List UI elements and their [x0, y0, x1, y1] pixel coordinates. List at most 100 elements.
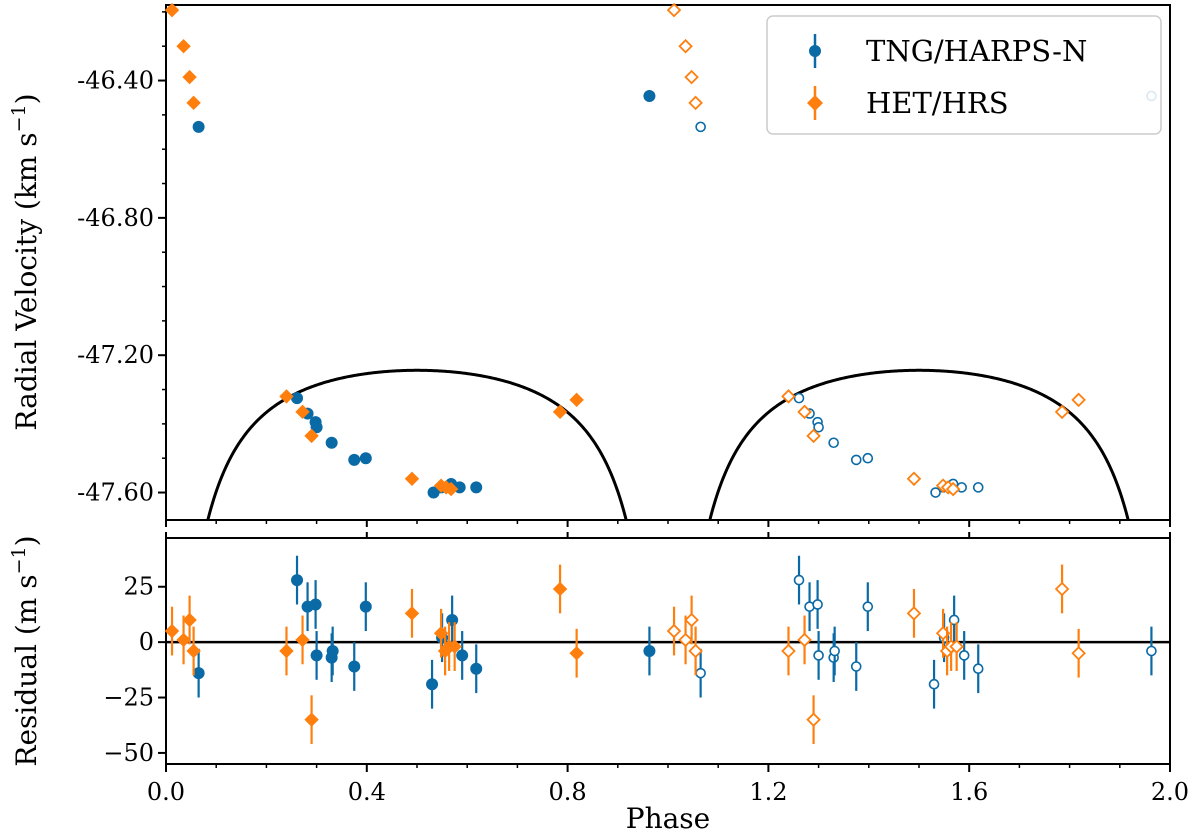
residual-point-het-repeat: [906, 606, 922, 621]
legend-label-het: HET/HRS: [866, 86, 1009, 120]
residual-point-tng: [470, 662, 483, 675]
rv-y-tick-label: -47.60: [77, 479, 154, 507]
x-tick-label: 2.0: [1151, 778, 1189, 806]
residual-point-tng: [310, 649, 323, 662]
x-tick-label: 1.6: [950, 778, 988, 806]
rv-point-tng-repeat: [793, 392, 805, 404]
residual-point-tng-repeat: [813, 650, 824, 661]
rv-point-het: [164, 2, 180, 18]
rv-model-curve: [206, 368, 1130, 520]
rv-axis-ticks: -46.40 -46.80 -47.20 -47.60: [77, 11, 1171, 527]
rv-point-het: [176, 38, 191, 54]
residual-y-tick-label: −25: [103, 684, 154, 712]
rv-point-het: [279, 389, 294, 404]
residual-y-tick-label: 25: [123, 573, 154, 601]
residual-point-het: [176, 632, 191, 648]
residual-point-het: [304, 712, 319, 727]
rv-point-het: [552, 404, 568, 420]
residual-point-tng: [309, 598, 322, 611]
rv-point-het: [182, 69, 197, 85]
residual-point-tng-repeat: [850, 661, 862, 672]
rv-point-tng: [310, 421, 323, 434]
x-tick-label: 0.0: [147, 778, 185, 806]
residual-point-het-repeat: [688, 643, 703, 659]
rv-point-het: [404, 471, 420, 487]
legend-label-tng: TNG/HARPS-N: [866, 34, 1087, 68]
rv-point-het-repeat: [945, 481, 961, 497]
rv-y-axis-label: Radial Velocity (km s−1): [8, 93, 43, 430]
residual-point-tng: [348, 660, 361, 673]
residual-point-het: [552, 581, 568, 597]
residual-point-tng: [426, 678, 439, 691]
residual-point-het: [182, 612, 197, 628]
rv-point-het-repeat: [688, 95, 703, 111]
residual-point-het-repeat: [797, 632, 812, 648]
residual-point-het: [569, 646, 584, 661]
residual-y-axis-label: Residual (m s−1): [8, 535, 43, 766]
residual-point-tng: [291, 574, 304, 587]
rv-point-het: [569, 392, 584, 408]
rv-point-tng: [291, 392, 304, 405]
rv-y-tick-label: -46.40: [77, 67, 154, 95]
residual-panel: 25 0 −25 −50 0.0 0.4 0.8 1.2 1.6 2.0 Residual (m …: [8, 532, 1189, 834]
rv-panel: -46.40 -46.80 -47.20 -47.60 Radial Velocity…: [8, 2, 1171, 527]
rv-point-het-repeat: [906, 471, 922, 487]
residual-point-het-repeat: [678, 632, 693, 648]
residual-point-het: [295, 632, 310, 648]
residual-point-het: [447, 639, 462, 654]
rv-data-points: [164, 2, 1157, 499]
residual-point-tng-repeat: [793, 574, 805, 586]
rv-point-tng-repeat: [813, 421, 824, 433]
residual-point-het-repeat: [1071, 645, 1086, 661]
x-tick-label: 0.8: [549, 778, 587, 806]
rv-point-tng: [470, 481, 483, 494]
rv-point-het-repeat: [1071, 392, 1086, 408]
residual-y-tick-label: −50: [103, 739, 154, 767]
residual-point-tng-repeat: [928, 678, 940, 690]
residual-point-tng-repeat: [829, 645, 840, 657]
residual-point-het-repeat: [949, 639, 964, 654]
rv-point-tng: [359, 452, 372, 465]
rv-point-het-repeat: [797, 404, 812, 420]
residual-point-tng-repeat: [812, 599, 823, 610]
residual-point-het-repeat: [684, 612, 699, 628]
residual-point-tng: [643, 645, 656, 657]
legend: TNG/HARPS-N HET/HRS: [766, 15, 1162, 135]
residual-point-het: [186, 643, 201, 659]
residual-point-tng-repeat: [695, 667, 706, 679]
rv-point-tng-repeat: [828, 437, 839, 449]
rv-point-het-repeat: [1054, 404, 1070, 420]
rv-point-tng: [325, 436, 338, 449]
residual-point-het: [404, 606, 420, 621]
residual-point-het-repeat: [806, 712, 821, 727]
residual-point-tng-repeat: [958, 650, 970, 661]
rv-point-tng: [348, 453, 361, 466]
rv-point-het-repeat: [678, 38, 693, 54]
residual-point-het: [279, 643, 294, 659]
residual-point-tng: [192, 667, 205, 680]
residual-point-het-repeat: [781, 643, 796, 659]
rv-point-tng-repeat: [972, 482, 984, 493]
legend-box: [766, 15, 1162, 135]
rv-point-tng-repeat: [862, 452, 874, 464]
rv-point-het-repeat: [781, 389, 796, 404]
rv-point-tng-repeat: [695, 121, 706, 133]
residual-point-het: [164, 623, 180, 639]
rv-point-tng: [643, 89, 656, 102]
residual-y-tick-label: 0: [139, 628, 154, 656]
residual-point-tng: [326, 645, 339, 657]
residual-point-tng: [456, 649, 469, 662]
residual-point-tng: [359, 600, 372, 613]
rv-point-tng: [192, 120, 205, 133]
legend-marker-het: [807, 86, 823, 120]
rv-point-het: [186, 95, 201, 111]
keplerian-model-line: [206, 368, 1130, 520]
rv-point-het: [304, 428, 319, 444]
rv-point-het: [295, 404, 310, 420]
residual-point-tng-repeat: [862, 601, 874, 612]
rv-point-het-repeat: [806, 428, 821, 444]
x-tick-label: 0.4: [348, 778, 386, 806]
residual-axis-ticks: 25 0 −25 −50 0.0 0.4 0.8 1.2 1.6 2.0: [103, 532, 1189, 806]
rv-y-tick-label: -47.20: [77, 341, 154, 369]
x-tick-label: 1.2: [749, 778, 787, 806]
